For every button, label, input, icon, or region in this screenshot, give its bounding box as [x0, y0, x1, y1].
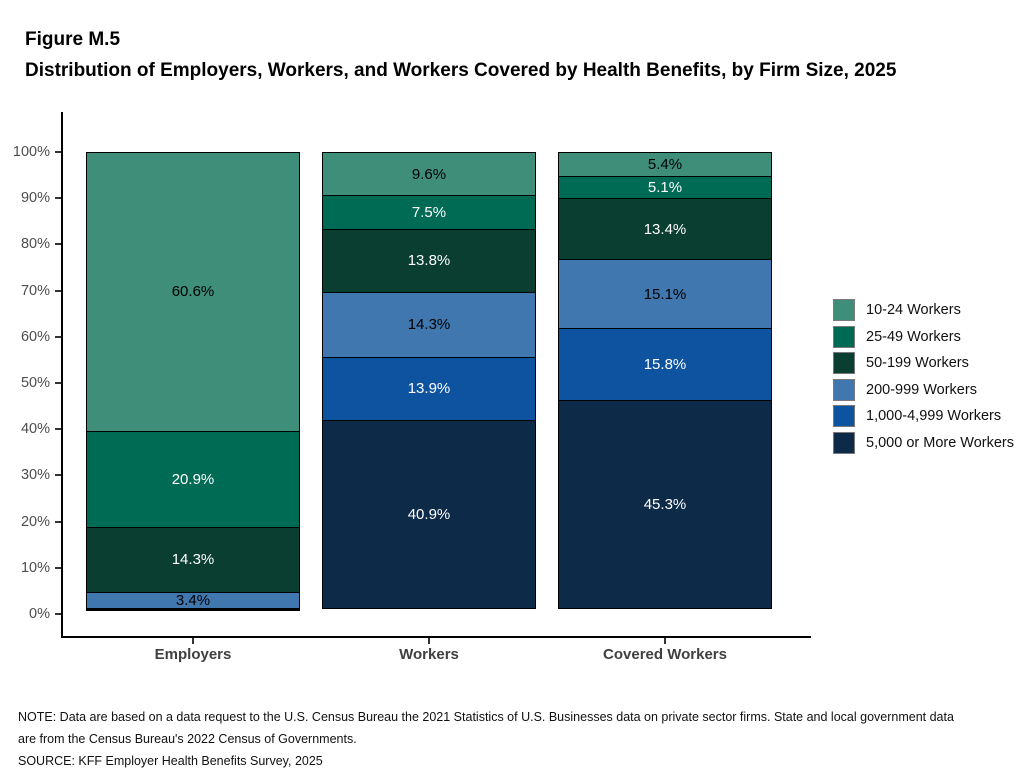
- y-tick-label: 0%: [29, 606, 50, 622]
- legend-swatch: [833, 326, 855, 348]
- legend-label: 200-999 Workers: [866, 382, 977, 398]
- segment-value-label: 60.6%: [171, 283, 215, 301]
- y-tick-label: 20%: [20, 513, 50, 530]
- legend-swatch: [833, 352, 855, 374]
- segment-value-label: 15.1%: [643, 285, 687, 303]
- segment-value-label: 9.6%: [411, 165, 447, 183]
- segment-value-label: 45.3%: [643, 496, 687, 514]
- y-tick-mark: [55, 613, 61, 615]
- bar-workers-segment-5: 40.9%: [322, 420, 536, 609]
- bar-covered-workers-segment-2: 13.4%: [558, 198, 772, 261]
- bar-covered-workers: 5.4% 5.1% 13.4% 15.1% 15.8% 45.3%: [558, 152, 772, 614]
- x-axis-line: [61, 636, 811, 638]
- y-tick-label: 60%: [20, 328, 50, 345]
- y-tick-mark: [55, 243, 61, 246]
- segment-value-label: 13.4%: [643, 220, 687, 238]
- x-tick-mark: [428, 638, 430, 644]
- bar-employers-segment-1: 20.9%: [86, 430, 300, 528]
- bar-covered-workers-segment-1: 5.1%: [558, 175, 772, 200]
- x-axis-label-workers: Workers: [399, 646, 459, 663]
- chart-note: NOTE: Data are based on a data request t…: [18, 710, 954, 746]
- segment-value-label: 3.4%: [175, 591, 211, 609]
- legend-label: 50-199 Workers: [866, 355, 969, 371]
- legend-item: 1,000-4,999 Workers: [833, 405, 1001, 427]
- bar-covered-workers-segment-5: 45.3%: [558, 400, 772, 610]
- y-tick-label: 100%: [12, 144, 50, 160]
- figure-header: Figure M.5 Distribution of Employers, Wo…: [25, 24, 985, 86]
- y-tick-mark: [55, 428, 61, 431]
- segment-value-label: 5.1%: [647, 179, 683, 197]
- x-tick-mark: [192, 638, 194, 644]
- y-tick-mark: [55, 151, 61, 153]
- bar-covered-workers-segment-4: 15.8%: [558, 328, 772, 402]
- bar-employers-segment-5: [86, 608, 300, 611]
- y-tick-label: 50%: [20, 375, 50, 391]
- legend-label: 10-24 Workers: [866, 302, 961, 318]
- bar-covered-workers-segment-3: 15.1%: [558, 259, 772, 330]
- legend-label: 25-49 Workers: [866, 329, 961, 345]
- x-tick-mark: [664, 638, 666, 644]
- segment-value-label: 14.3%: [407, 316, 451, 334]
- bar-employers-segment-2: 14.3%: [86, 526, 300, 593]
- segment-value-label: 14.3%: [171, 551, 215, 569]
- legend-label: 1,000-4,999 Workers: [866, 408, 1002, 424]
- legend-item: 25-49 Workers: [833, 326, 961, 348]
- y-tick-label: 10%: [20, 559, 50, 576]
- legend-swatch: [833, 432, 855, 454]
- figure-label: Figure M.5: [25, 29, 121, 50]
- legend-item: 200-999 Workers: [833, 379, 977, 401]
- x-axis-label-covered-workers: Covered Workers: [603, 646, 727, 663]
- bar-workers-segment-3: 14.3%: [322, 291, 536, 358]
- legend-swatch: [833, 405, 855, 427]
- segment-value-label: 20.9%: [171, 470, 215, 488]
- legend-item: 10-24 Workers: [833, 299, 961, 321]
- segment-value-label: 5.4%: [647, 155, 683, 173]
- y-tick-mark: [55, 197, 61, 200]
- y-tick-label: 80%: [20, 236, 50, 253]
- y-tick-mark: [55, 382, 61, 384]
- bar-covered-workers-segment-0: 5.4%: [558, 152, 772, 177]
- y-tick-label: 90%: [20, 190, 50, 207]
- segment-value-label: 7.5%: [411, 204, 447, 222]
- bar-employers-segment-0: 60.6%: [86, 152, 300, 432]
- y-tick-mark: [55, 335, 61, 338]
- legend: 10-24 Workers 25-49 Workers 50-199 Workers…: [833, 299, 1023, 464]
- bar-workers-segment-2: 13.8%: [322, 228, 536, 293]
- x-axis-label-employers: Employers: [154, 646, 232, 663]
- y-tick-label: 70%: [20, 282, 50, 299]
- bar-workers-segment-1: 7.5%: [322, 195, 536, 230]
- y-tick-label: 30%: [20, 467, 50, 484]
- y-tick-mark: [55, 520, 61, 523]
- legend-label: 5,000 or More Workers: [866, 435, 1015, 451]
- bar-workers: 9.6% 7.5% 13.8% 14.3% 13.9% 40.9%: [322, 152, 536, 614]
- segment-value-label: 40.9%: [407, 505, 451, 523]
- y-tick-mark: [55, 474, 61, 477]
- bar-workers-segment-4: 13.9%: [322, 356, 536, 421]
- y-tick-mark: [55, 289, 61, 292]
- legend-item: 50-199 Workers: [833, 352, 969, 374]
- bar-employers-segment-3: 3.4%: [86, 591, 300, 609]
- y-axis-line: [61, 112, 63, 638]
- bar-employers: 60.6% 20.9% 14.3% 3.4%: [86, 152, 300, 614]
- bar-workers-segment-0: 9.6%: [322, 152, 536, 197]
- segment-value-label: 15.8%: [643, 356, 687, 374]
- y-tick-label: 40%: [20, 421, 50, 438]
- segment-value-label: 13.9%: [407, 380, 451, 398]
- chart-source: SOURCE: KFF Employer Health Benefits Sur…: [18, 754, 323, 768]
- figure-title: Distribution of Employers, Workers, and …: [25, 60, 897, 81]
- legend-swatch: [833, 379, 855, 401]
- segment-value-label: 13.8%: [407, 252, 451, 270]
- y-tick-mark: [55, 566, 61, 569]
- legend-item: 5,000 or More Workers: [833, 432, 1014, 454]
- legend-swatch: [833, 299, 855, 321]
